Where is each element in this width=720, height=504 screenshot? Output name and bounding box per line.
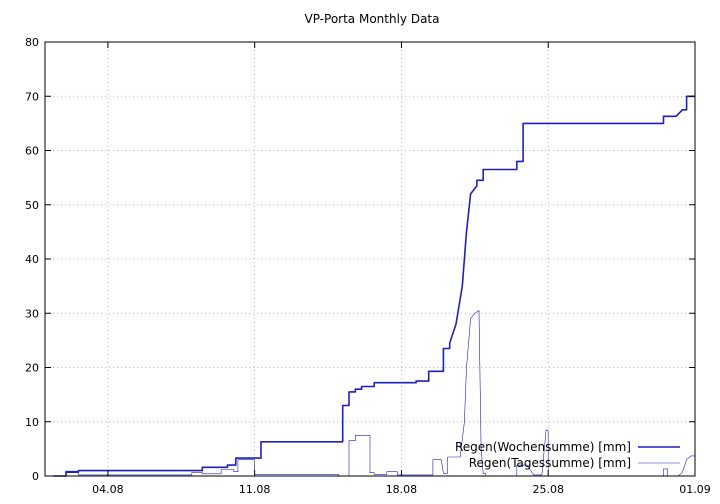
legend-label-daily: Regen(Tagessumme) [mm] (469, 456, 631, 470)
y-tick-label: 0 (32, 470, 39, 483)
legend: Regen(Wochensumme) [mm] Regen(Tagessumme… (455, 440, 680, 470)
x-tick-label: 01.09 (679, 483, 711, 496)
series-line-daily (53, 310, 695, 477)
y-tick-label: 10 (25, 416, 39, 429)
y-tick-label: 60 (25, 145, 39, 158)
x-tick-label: 11.08 (239, 483, 271, 496)
x-tick-label: 25.08 (532, 483, 564, 496)
y-tick-label: 40 (25, 253, 39, 266)
grid (45, 42, 695, 476)
x-tick-label: 18.08 (386, 483, 418, 496)
y-tick-label: 50 (25, 199, 39, 212)
series-line-weekly (53, 95, 695, 477)
series-layer (53, 95, 695, 477)
legend-label-weekly: Regen(Wochensumme) [mm] (455, 440, 631, 454)
chart-title: VP-Porta Monthly Data (305, 12, 440, 26)
x-tick-label: 04.08 (92, 483, 124, 496)
y-tick-label: 80 (25, 36, 39, 49)
y-tick-label: 20 (25, 362, 39, 375)
axes: 0 10 20 30 40 50 60 70 80 04.08 11.08 18.08 25.08 01.… (25, 36, 711, 496)
y-tick-label: 70 (25, 90, 39, 103)
y-tick-label: 30 (25, 307, 39, 320)
